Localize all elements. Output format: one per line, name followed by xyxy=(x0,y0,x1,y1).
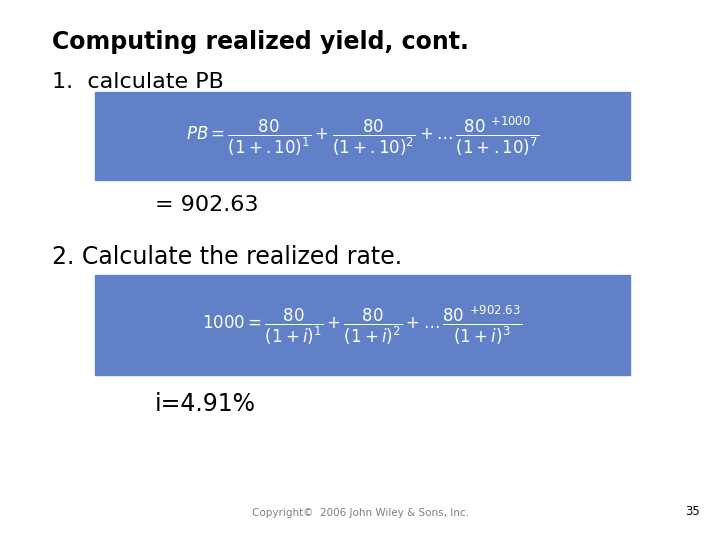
Text: i=4.91%: i=4.91% xyxy=(155,392,256,416)
Text: 1.  calculate PB: 1. calculate PB xyxy=(52,72,224,92)
Text: 2. Calculate the realized rate.: 2. Calculate the realized rate. xyxy=(52,245,402,269)
Text: Copyright©  2006 John Wiley & Sons, Inc.: Copyright© 2006 John Wiley & Sons, Inc. xyxy=(251,508,469,518)
FancyBboxPatch shape xyxy=(95,275,630,375)
Text: = 902.63: = 902.63 xyxy=(155,195,258,215)
Text: 35: 35 xyxy=(685,505,700,518)
FancyBboxPatch shape xyxy=(95,92,630,180)
Text: Computing realized yield, cont.: Computing realized yield, cont. xyxy=(52,30,469,54)
Text: $1000 = \dfrac{80}{(\mathit{1}+i)^{\mathit{1}}} + \dfrac{80}{(\mathit{1}+i)^{\ma: $1000 = \dfrac{80}{(\mathit{1}+i)^{\math… xyxy=(202,303,523,347)
Text: $\mathit{PB} = \dfrac{80}{(\mathit{1}+.10)^{\mathit{1}}} + \dfrac{80}{(\mathit{1: $\mathit{PB} = \dfrac{80}{(\mathit{1}+.1… xyxy=(186,114,539,158)
